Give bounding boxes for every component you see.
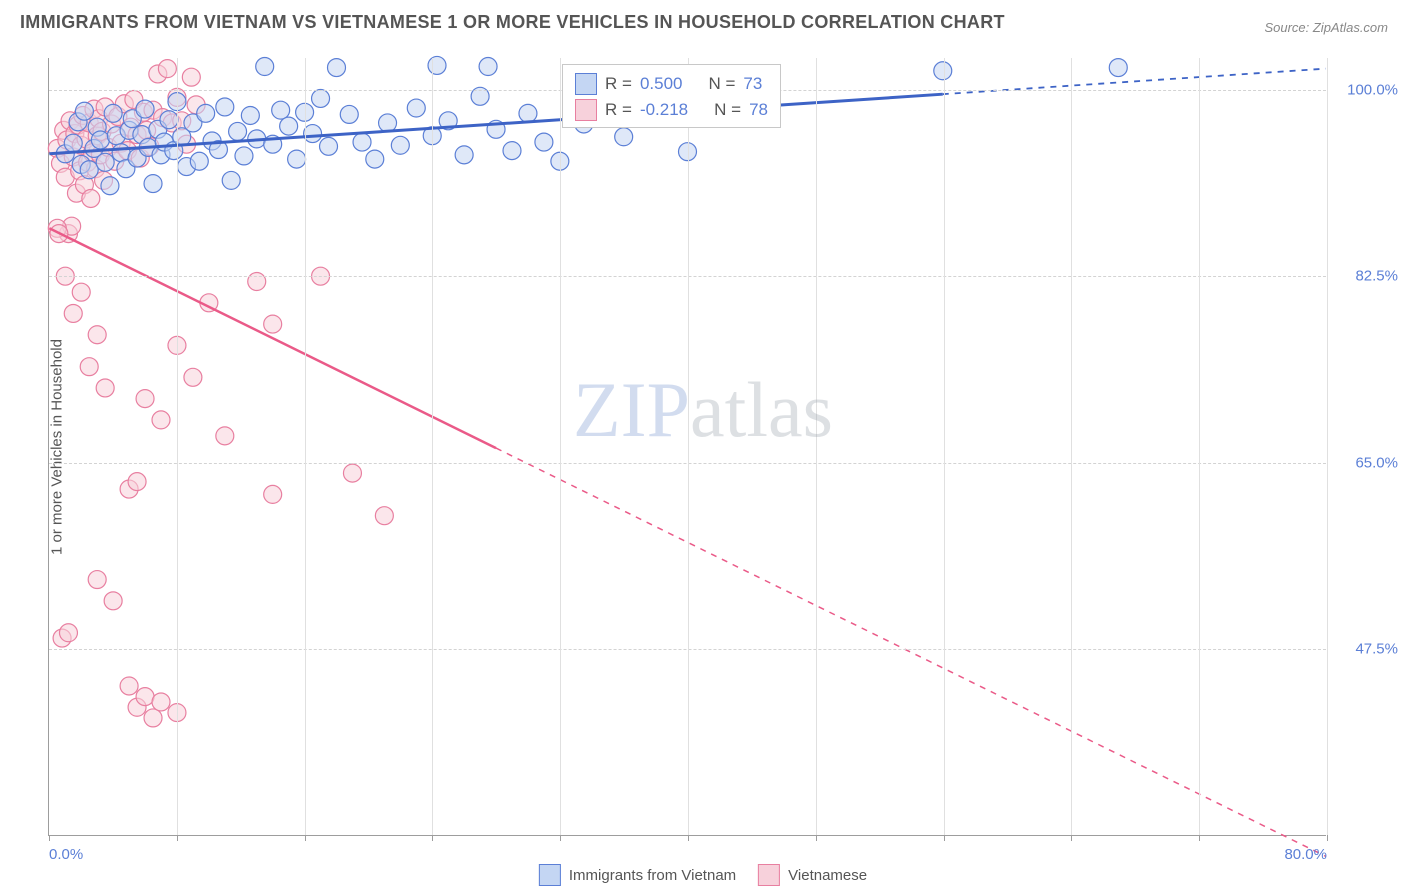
n-value-pink: 78: [749, 100, 768, 120]
x-tick: [305, 835, 306, 841]
gridline-v: [816, 58, 817, 835]
gridline-v: [944, 58, 945, 835]
gridline-v: [560, 58, 561, 835]
source-value: ZipAtlas.com: [1313, 20, 1388, 35]
x-tick: [816, 835, 817, 841]
y-tick-label: 82.5%: [1355, 268, 1398, 285]
x-tick: [560, 835, 561, 841]
series-legend-item-pink: Vietnamese: [758, 864, 867, 886]
gridline-v: [305, 58, 306, 835]
y-tick-label: 65.0%: [1355, 454, 1398, 471]
gridline-v: [432, 58, 433, 835]
gridline-v: [1199, 58, 1200, 835]
gridline-v: [177, 58, 178, 835]
plot-area: 1 or more Vehicles in Household 47.5%65.…: [48, 58, 1326, 836]
x-tick: [1327, 835, 1328, 841]
source-label: Source:: [1264, 20, 1312, 35]
n-label: N =: [714, 100, 741, 120]
stats-legend-row-pink: R = -0.218 N = 78: [575, 97, 768, 123]
series-legend-item-blue: Immigrants from Vietnam: [539, 864, 736, 886]
x-tick: [1071, 835, 1072, 841]
x-tick: [177, 835, 178, 841]
swatch-pink-icon: [758, 864, 780, 886]
swatch-pink-icon: [575, 99, 597, 121]
stats-legend: R = 0.500 N = 73 R = -0.218 N = 78: [562, 64, 781, 128]
y-tick-label: 47.5%: [1355, 641, 1398, 658]
n-value-blue: 73: [743, 74, 762, 94]
x-tick: [1199, 835, 1200, 841]
gridline-v: [688, 58, 689, 835]
swatch-blue-icon: [539, 864, 561, 886]
series-label-pink: Vietnamese: [788, 867, 867, 884]
gridline-v: [1071, 58, 1072, 835]
x-tick-label: 0.0%: [49, 846, 83, 863]
chart-title: IMMIGRANTS FROM VIETNAM VS VIETNAMESE 1 …: [20, 12, 1005, 33]
y-tick-label: 100.0%: [1347, 81, 1398, 98]
x-tick: [688, 835, 689, 841]
series-label-blue: Immigrants from Vietnam: [569, 867, 736, 884]
series-legend: Immigrants from Vietnam Vietnamese: [539, 864, 867, 886]
swatch-blue-icon: [575, 73, 597, 95]
stats-legend-row-blue: R = 0.500 N = 73: [575, 71, 768, 97]
r-label: R =: [605, 100, 632, 120]
x-tick: [432, 835, 433, 841]
r-value-pink: -0.218: [640, 100, 688, 120]
x-tick-label: 80.0%: [1284, 846, 1327, 863]
r-value-blue: 0.500: [640, 74, 683, 94]
gridline-v: [1327, 58, 1328, 835]
x-tick: [944, 835, 945, 841]
r-label: R =: [605, 74, 632, 94]
chart-source: Source: ZipAtlas.com: [1264, 20, 1388, 35]
x-tick: [49, 835, 50, 841]
n-label: N =: [708, 74, 735, 94]
